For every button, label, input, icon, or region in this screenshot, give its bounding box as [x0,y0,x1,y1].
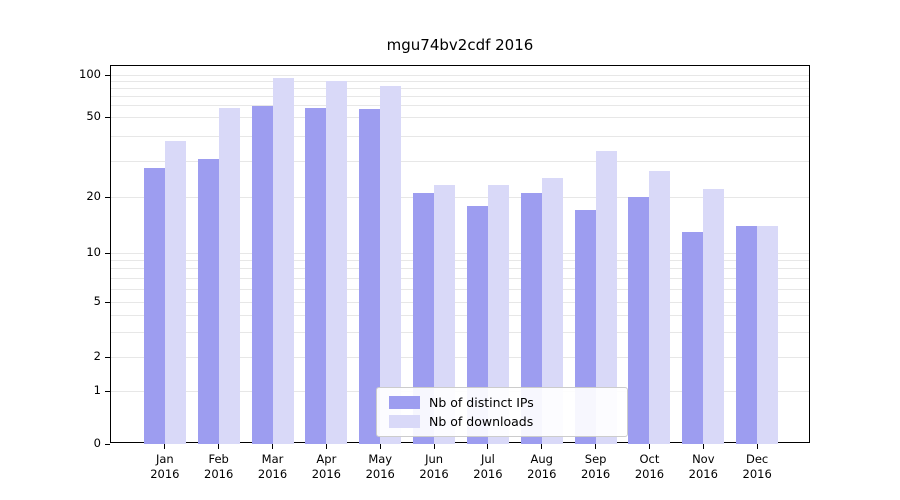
bar-downloads [541,177,563,444]
legend-swatch-downloads [389,415,420,428]
bar-distinct-ips [413,192,435,444]
x-tick-mark [487,444,489,449]
legend-item-downloads: Nb of downloads [389,414,615,429]
bar-downloads [326,81,348,444]
x-tick-label: Nov 2016 [688,452,718,481]
y-tick-label: 0 [93,436,101,450]
bar-distinct-ips [682,231,704,444]
y-tick-label: 20 [86,189,101,203]
x-tick-label: Oct 2016 [634,452,665,481]
y-tick-mark [105,301,110,303]
y-tick-mark [105,116,110,118]
y-tick-mark [105,356,110,358]
gridline [111,268,809,270]
y-tick-mark [105,443,110,445]
bars-layer [111,66,809,444]
y-tick-mark [105,252,110,254]
x-tick-mark [325,444,327,449]
gridline [111,196,809,198]
bar-downloads [649,170,671,444]
bar-distinct-ips [305,108,327,444]
y-tick-label: 50 [86,109,101,123]
x-tick-label: Jul 2016 [473,452,503,481]
gridline [111,161,809,163]
y-tick-mark [105,390,110,392]
gridline [111,74,809,76]
x-tick-label: Mar 2016 [257,452,288,481]
gridline [111,288,809,290]
x-tick-label: Jun 2016 [419,452,449,481]
bar-downloads [757,225,779,444]
x-tick-mark [648,444,650,449]
gridline [111,105,809,107]
bar-distinct-ips [736,225,758,444]
bar-downloads [218,108,240,444]
gridline [111,80,809,82]
gridline [111,88,809,90]
x-tick-mark [702,444,704,449]
x-tick-mark [379,444,381,449]
bar-downloads [703,188,725,444]
gridline [111,252,809,254]
x-tick-label: Jan 2016 [150,452,180,481]
x-tick-mark [595,444,597,449]
legend-item-distinct-ips: Nb of distinct IPs [389,395,615,410]
gridline [111,356,809,358]
x-tick-mark [756,444,758,449]
bar-distinct-ips [574,210,596,444]
x-tick-label: Aug 2016 [527,452,557,481]
legend-label-distinct-ips: Nb of distinct IPs [429,395,534,410]
bar-downloads [164,140,186,444]
bar-downloads [380,86,402,444]
y-tick-label: 2 [93,349,101,363]
gridline [111,277,809,279]
y-tick-mark [105,196,110,198]
y-tick-mark [105,74,110,76]
y-tick-label: 10 [86,245,101,259]
legend-label-downloads: Nb of downloads [429,414,534,429]
gridline [111,116,809,118]
bar-distinct-ips [143,167,165,444]
bar-downloads [434,184,456,444]
x-axis: Jan 2016 Feb 2016 Mar 2016 Apr 2016 May 2016… [111,66,809,481]
x-tick-mark [218,444,220,449]
gridline [111,332,809,334]
x-tick-label: Sep 2016 [580,452,611,481]
legend: Nb of distinct IPs Nb of downloads [376,387,628,437]
chart-title: mgu74bv2cdf 2016 [386,36,534,54]
x-tick-label: Dec 2016 [742,452,772,481]
x-tick-mark [541,444,543,449]
y-axis: 0 1 2 5 10 20 50 100 [79,66,809,450]
x-tick-mark [433,444,435,449]
y-tick-label: 100 [79,67,101,81]
x-tick-label: May 2016 [365,452,395,481]
y-tick-label: 1 [93,383,101,397]
gridline [111,314,809,316]
bar-downloads [272,78,294,444]
legend-swatch-distinct-ips [389,396,420,409]
bar-downloads [487,184,509,444]
x-tick-label: Apr 2016 [311,452,342,481]
bar-distinct-ips [628,197,650,444]
plot-area: 0 1 2 5 10 20 50 100 Jan 2016 Feb 2016 Mar 2016 Ap… [79,65,810,481]
x-tick-label: Feb 2016 [204,452,234,481]
y-tick-label: 5 [93,294,101,308]
gridline [111,301,809,303]
bar-distinct-ips [359,109,381,444]
gridline [111,96,809,98]
x-tick-mark [272,444,274,449]
bar-distinct-ips [197,158,219,444]
bar-distinct-ips [466,205,488,444]
gridline [111,259,809,261]
bar-distinct-ips [520,192,542,444]
bar-downloads [595,150,617,444]
bar-distinct-ips [251,105,273,444]
x-tick-mark [164,444,166,449]
gridline [111,135,809,137]
